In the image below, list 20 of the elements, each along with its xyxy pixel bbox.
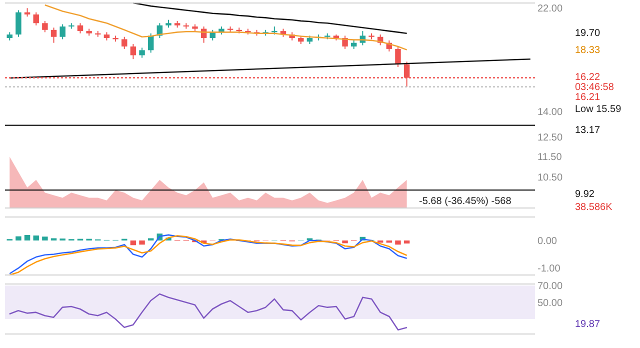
annotation: -5.68 (-36.45%) -568: [419, 196, 512, 207]
text: 16.21: [575, 92, 600, 103]
y-tick-label: 10.50: [538, 172, 563, 184]
y-tick-label: 14.00: [538, 106, 563, 118]
y-tick-label: 12.50: [538, 132, 563, 144]
text: 19.70: [575, 28, 600, 39]
text: 18.33: [575, 45, 600, 56]
y-tick-label: 70.00: [538, 281, 563, 292]
text: 9.92: [575, 189, 595, 200]
y-tick-label: -1.00: [538, 264, 561, 275]
text: 19.87: [575, 319, 600, 330]
y-tick-label: 11.50: [538, 152, 562, 163]
text: 03:46:58: [575, 82, 614, 93]
text: 38.586K: [575, 202, 613, 213]
text: 13.17: [575, 125, 600, 136]
text: Low 15.59: [575, 104, 622, 115]
y-tick-label: 50.00: [538, 298, 563, 309]
y-tick-label: 0.00: [538, 236, 558, 247]
y-tick-label: 22.00: [538, 4, 563, 15]
text: 16.22: [575, 72, 600, 83]
